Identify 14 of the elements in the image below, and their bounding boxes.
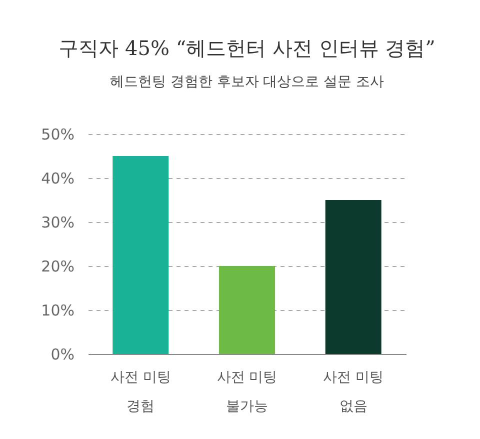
x-tick-label: 사전 미팅 경험 [110,370,171,414]
x-tick-label: 사전 미팅 불가능 [216,370,278,414]
y-tick-label: 50% [41,126,74,144]
chart-title: 구직자 45% “헤드헌터 사전 인터뷰 경험” [58,36,436,60]
y-tick-label: 30% [41,214,74,232]
bar [219,266,275,354]
chart-subtitle: 헤드헌팅 경험한 후보자 대상으로 설문 조사 [110,74,384,90]
y-tick-label: 20% [41,258,74,276]
bar [325,200,382,354]
x-tick-label: 사전 미팅 없음 [323,370,384,414]
y-tick-label: 0% [50,346,74,364]
bar [112,156,169,354]
y-tick-label: 40% [41,170,74,188]
y-tick-label: 10% [41,302,74,320]
